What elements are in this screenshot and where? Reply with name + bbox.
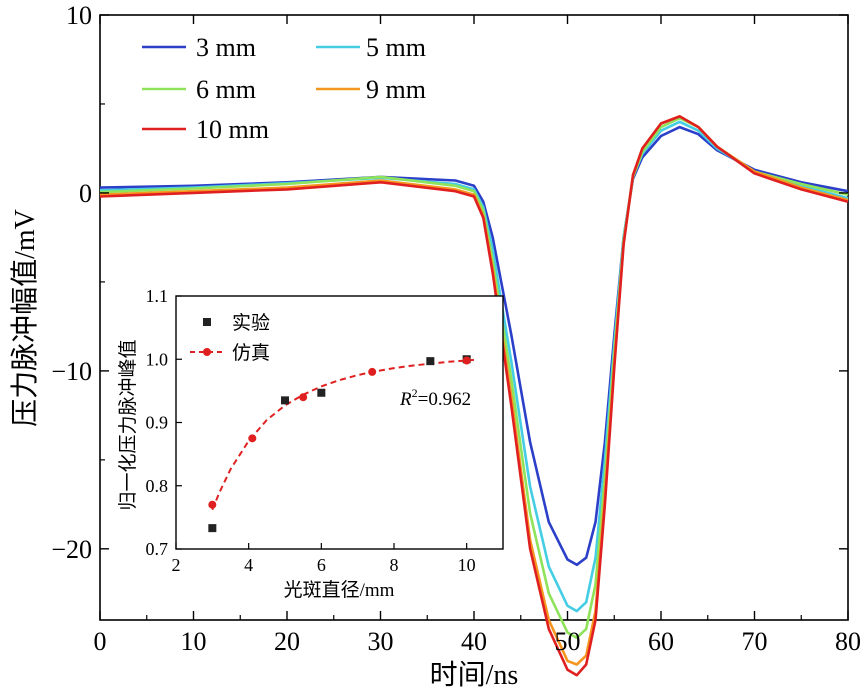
x-tick-label: 10 xyxy=(181,627,207,656)
inset-point-experiment xyxy=(281,396,289,405)
y-axis-title: 压力脉冲幅值/mV xyxy=(9,209,41,427)
inset-y-axis-title: 归一化压力脉冲峰值 xyxy=(117,339,139,510)
y-tick-label: 10 xyxy=(66,1,92,30)
inset-point-simulation xyxy=(299,393,308,402)
y-tick-label: −20 xyxy=(51,535,92,564)
series-line-3-mm xyxy=(99,125,849,567)
inset-point-simulation xyxy=(368,367,377,376)
x-tick-label: 80 xyxy=(835,627,861,656)
legend-label-experiment: 实验 xyxy=(232,312,270,334)
y-tick-label: 0 xyxy=(79,179,92,208)
inset-point-experiment xyxy=(208,524,217,533)
legend-label-10mm: 10 mm xyxy=(196,115,269,144)
main-legend: 3 mm 5 mm 6 mm 9 mm 10 mm xyxy=(142,33,426,144)
inset-series-group xyxy=(208,355,474,533)
legend-label-6mm: 6 mm xyxy=(196,75,256,104)
series-line-10-mm xyxy=(99,115,849,677)
inset-y-tick-label: 1.0 xyxy=(146,349,169,369)
inset-y-tick-label: 1.1 xyxy=(146,286,169,306)
inset-y-tick-label: 0.8 xyxy=(146,476,169,496)
inset-x-tick-label: 6 xyxy=(317,555,326,575)
r-squared-annotation: R2=0.962 xyxy=(399,386,471,410)
legend-label-5mm: 5 mm xyxy=(366,33,426,62)
inset-axes: 2 4 6 8 10 0.7 0.8 0.9 1.0 1.1 xyxy=(146,286,476,575)
legend-label-3mm: 3 mm xyxy=(196,33,256,62)
x-tick-label: 50 xyxy=(555,627,581,656)
inset-x-tick-label: 2 xyxy=(172,555,181,575)
inset-x-tick-label: 10 xyxy=(458,555,476,575)
inset-x-axis-title: 光斑直径/mm xyxy=(284,579,395,601)
inset-point-experiment xyxy=(317,388,326,397)
inset-x-tick-label: 8 xyxy=(390,555,399,575)
inset-point-simulation xyxy=(208,500,217,509)
main-axes: 0 10 20 30 40 50 60 70 80 −20 −10 0 10 xyxy=(51,1,861,656)
y-tick-label: −10 xyxy=(51,357,92,386)
inset-chart: 2 4 6 8 100.70.80.91.01.1 光斑直径/mm 归一化压力脉冲峰值 … xyxy=(117,286,504,601)
main-chart: 0 10 20 30 40 50 60 70 80 −20 −10 0 10 时间/ns 压力脉冲幅值/… xyxy=(9,1,861,691)
inset-point-simulation xyxy=(462,356,471,365)
inset-plot-background xyxy=(175,295,504,550)
inset-legend: 实验 仿真 xyxy=(190,312,270,364)
r-squared-superscript: 2 xyxy=(412,386,418,400)
x-axis-title: 时间/ns xyxy=(430,659,519,691)
legend-label-simulation: 仿真 xyxy=(232,342,270,364)
x-tick-label: 60 xyxy=(648,627,674,656)
main-series-group xyxy=(99,115,849,677)
series-line-5-mm xyxy=(99,120,849,613)
legend-label-9mm: 9 mm xyxy=(366,75,426,104)
x-tick-label: 20 xyxy=(274,627,300,656)
x-tick-label: 0 xyxy=(94,627,107,656)
inset-point-experiment xyxy=(426,357,435,366)
inset-y-tick-label: 0.9 xyxy=(146,413,169,433)
x-tick-label: 30 xyxy=(368,627,394,656)
r-squared-value: =0.962 xyxy=(418,389,471,410)
x-tick-label: 70 xyxy=(742,627,768,656)
inset-x-tick-label: 4 xyxy=(244,555,253,575)
inset-y-tick-label: 0.7 xyxy=(146,539,169,559)
legend-marker-experiment xyxy=(203,318,211,326)
inset-point-simulation xyxy=(248,434,257,443)
x-tick-label: 40 xyxy=(461,627,487,656)
legend-marker-simulation xyxy=(203,348,211,356)
r-squared-letter: R xyxy=(399,389,412,410)
